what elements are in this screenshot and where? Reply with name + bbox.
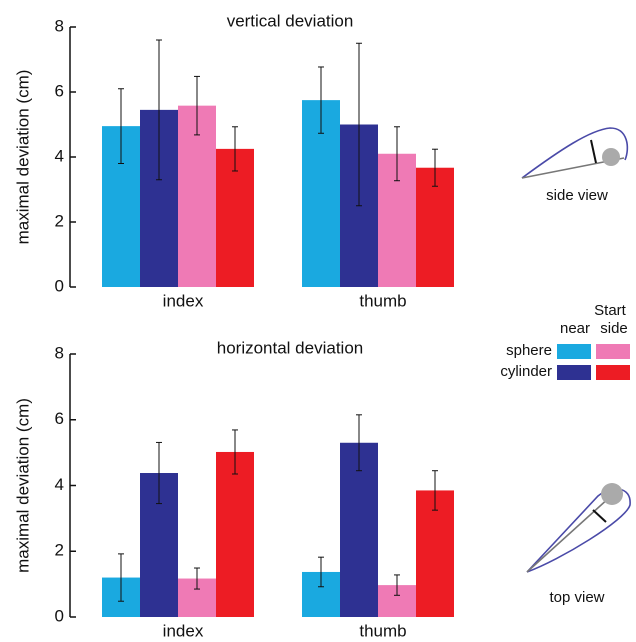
y-tick-label: 6 [55,409,64,428]
legend-swatch [596,344,630,359]
chart-title: horizontal deviation [217,338,363,357]
y-tick-label: 0 [55,276,64,295]
y-tick-label: 0 [55,606,64,625]
legend-row: sphere [506,342,552,359]
legend-title: Start [594,302,627,319]
bar [340,442,378,617]
bar [178,105,216,288]
legend-column: near [560,320,590,337]
illustration-label: top view [549,589,604,606]
legend-column: side [600,320,628,337]
y-tick-label: 6 [55,81,64,100]
y-axis-label: maximal deviation (cm) [13,398,32,573]
legend-swatch [596,365,630,380]
legend-swatch [557,344,591,359]
bar [416,167,454,287]
y-tick-label: 8 [55,16,64,35]
side-view-illustration [521,127,629,179]
x-tick-label: index [163,291,204,310]
bar [216,148,254,287]
x-tick-label: thumb [359,621,406,640]
chart-title: vertical deviation [227,11,354,30]
bar [216,451,254,617]
y-tick-label: 2 [55,541,64,560]
illustration-label: side view [546,187,608,204]
top-view-illustration [526,483,631,573]
x-tick-label: index [163,621,204,640]
y-tick-label: 4 [55,475,64,494]
x-tick-label: thumb [359,291,406,310]
y-tick-label: 4 [55,146,64,165]
y-tick-label: 2 [55,211,64,230]
legend-row: cylinder [500,363,552,380]
y-tick-label: 8 [55,343,64,362]
bar [416,490,454,617]
legend-swatch [557,365,591,380]
y-axis-label: maximal deviation (cm) [13,70,32,245]
